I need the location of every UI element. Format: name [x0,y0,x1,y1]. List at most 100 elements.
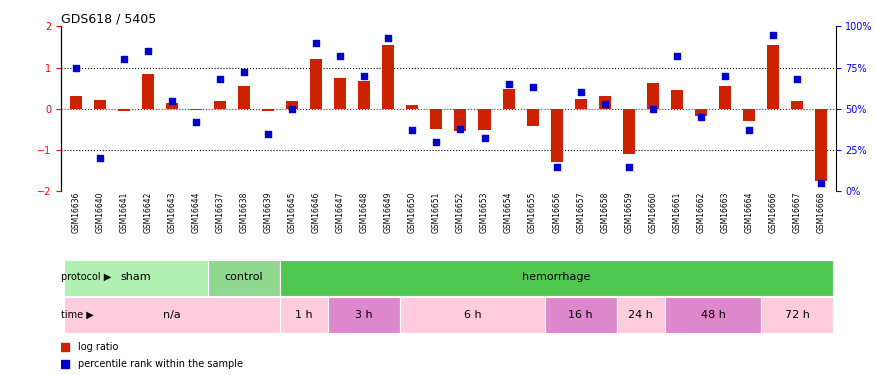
Point [815,180,829,186]
Text: n/a: n/a [163,310,181,320]
Text: protocol ▶: protocol ▶ [60,273,111,282]
Text: GSM16648: GSM16648 [360,191,368,232]
Bar [816,109,827,181]
Point [478,135,492,141]
Bar [64,260,208,296]
Text: GSM16668: GSM16668 [816,191,826,232]
Point [237,69,251,75]
Text: 24 h: 24 h [628,310,654,320]
Text: GSM16663: GSM16663 [720,191,730,233]
Point [766,32,780,38]
Text: hemorrhage: hemorrhage [522,273,591,282]
Text: GSM16659: GSM16659 [624,191,634,233]
Bar [550,109,563,162]
Bar [479,109,491,130]
Bar [665,297,761,333]
Bar [262,109,274,111]
Text: GSM16651: GSM16651 [432,191,441,232]
Text: 6 h: 6 h [464,310,481,320]
Text: GSM16639: GSM16639 [263,191,273,233]
Text: 1 h: 1 h [296,310,313,320]
Point [333,53,347,59]
Bar [328,297,401,333]
Text: GSM16638: GSM16638 [240,191,248,232]
Bar [761,297,833,333]
Point [598,101,612,107]
Text: GSM16653: GSM16653 [480,191,489,233]
Bar [598,96,611,109]
Bar [64,297,280,333]
Text: 72 h: 72 h [785,310,809,320]
Bar [695,109,707,116]
Bar [382,45,395,109]
Bar [502,89,514,109]
Bar [454,109,466,132]
Text: GSM16640: GSM16640 [95,191,104,233]
Text: GSM16641: GSM16641 [119,191,129,232]
Bar [671,90,682,109]
Text: GSM16655: GSM16655 [528,191,537,233]
Point [430,139,444,145]
Text: GSM16650: GSM16650 [408,191,416,233]
Point [453,126,467,132]
Text: GSM16662: GSM16662 [696,191,705,232]
Text: GSM16644: GSM16644 [192,191,200,233]
Text: GSM16649: GSM16649 [384,191,393,233]
Text: GSM16646: GSM16646 [312,191,320,233]
Bar [310,59,322,109]
Bar [286,100,298,109]
Bar [743,109,755,121]
Point [742,127,756,133]
Point [670,53,684,59]
Point [189,119,203,125]
Bar [190,109,202,110]
Text: log ratio: log ratio [78,342,119,352]
Point [550,164,564,170]
Point [68,64,82,70]
Text: GSM16647: GSM16647 [336,191,345,233]
Bar [208,260,280,296]
Text: GSM16661: GSM16661 [672,191,682,232]
Bar [575,99,587,109]
Text: GSM16657: GSM16657 [577,191,585,233]
Text: GSM16645: GSM16645 [288,191,297,233]
Point [164,98,178,104]
Bar [214,101,226,109]
Text: sham: sham [121,273,151,282]
Text: GSM16637: GSM16637 [215,191,225,233]
Bar [617,297,665,333]
Text: 3 h: 3 h [355,310,373,320]
Text: GSM16643: GSM16643 [167,191,177,233]
Bar [544,297,617,333]
Point [382,35,396,41]
Point [213,76,227,82]
Bar [623,109,635,154]
Point [622,164,636,170]
Point [526,84,540,90]
Bar [280,260,833,296]
Point [405,127,419,133]
Bar [238,86,250,109]
Point [261,130,275,136]
Text: GSM16667: GSM16667 [793,191,802,233]
Point [141,48,155,54]
Text: GSM16658: GSM16658 [600,191,609,232]
Bar [166,103,178,109]
Text: time ▶: time ▶ [60,310,94,320]
Bar [791,100,803,109]
Text: GSM16636: GSM16636 [71,191,80,233]
Point [93,155,107,161]
Bar [401,297,544,333]
Bar [142,74,154,109]
Text: GSM16666: GSM16666 [768,191,778,233]
Bar [118,109,130,111]
Text: percentile rank within the sample: percentile rank within the sample [78,359,243,369]
Bar [280,297,328,333]
Text: 16 h: 16 h [569,310,593,320]
Point [501,81,515,87]
Bar [406,105,418,109]
Point [285,106,299,112]
Point [357,73,371,79]
Bar [430,109,443,129]
Bar [70,96,81,109]
